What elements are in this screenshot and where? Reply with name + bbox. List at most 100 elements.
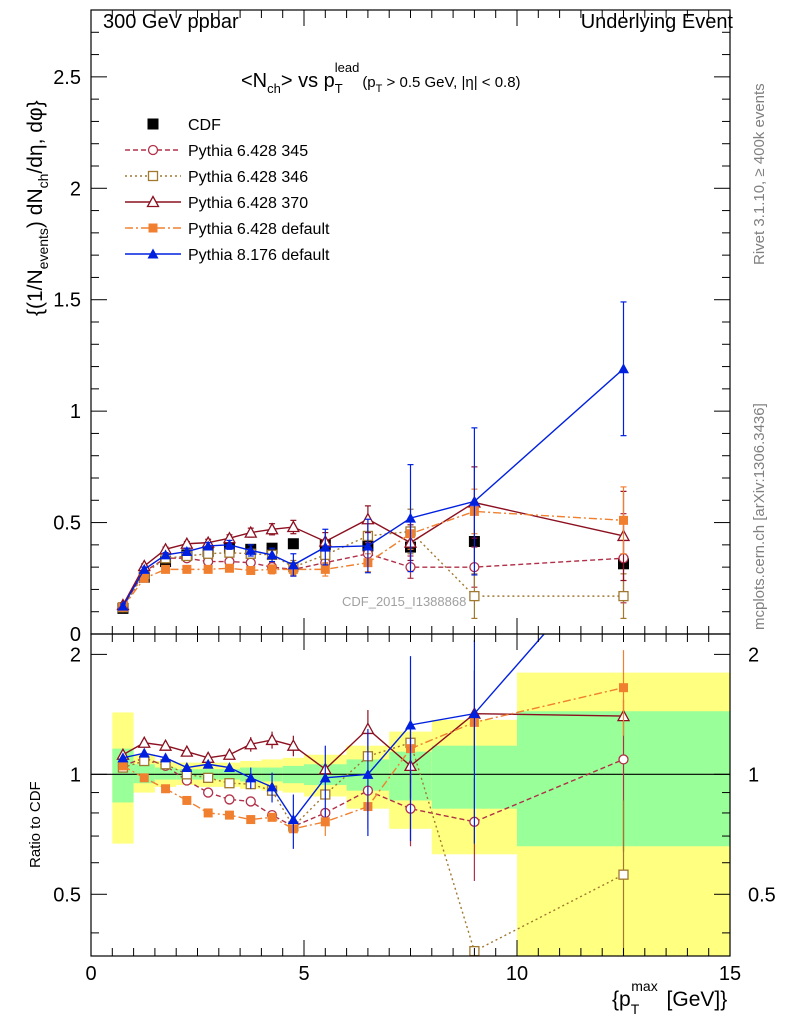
data-point bbox=[182, 564, 192, 574]
ratio-point bbox=[362, 768, 374, 779]
x-tick-label: 10 bbox=[506, 963, 528, 985]
legend-item-5: Pythia 8.176 default bbox=[125, 247, 330, 264]
data-point bbox=[469, 590, 480, 602]
series-line-1 bbox=[122, 553, 624, 608]
ratio-point bbox=[405, 719, 416, 730]
ratio-y-tick-label: 2 bbox=[70, 644, 81, 666]
data-point bbox=[203, 564, 213, 574]
data-point bbox=[618, 590, 629, 602]
legend-marker bbox=[147, 118, 159, 130]
ratio-point bbox=[139, 773, 149, 783]
legend-item-4: Pythia 6.428 default bbox=[125, 221, 330, 238]
header-right: Underlying Event bbox=[581, 11, 734, 33]
data-point bbox=[320, 564, 330, 574]
ratio-point bbox=[246, 815, 256, 825]
ratio-point bbox=[161, 784, 171, 794]
data-point bbox=[202, 540, 214, 551]
ratio-point bbox=[203, 808, 213, 818]
axis-ticks: 0 5 10 15 0 0.5 1 1.5 2 2.5 0.5 0.5 1 1 2 2 bbox=[53, 9, 776, 985]
ratio-point bbox=[319, 772, 331, 783]
ratio-point bbox=[244, 737, 258, 750]
data-point bbox=[619, 515, 628, 525]
legend-label: Pythia 8.176 default bbox=[188, 247, 330, 264]
ratio-point bbox=[267, 812, 277, 822]
data-point bbox=[468, 495, 480, 506]
legend-item-0: CDF bbox=[147, 117, 221, 134]
data-point bbox=[618, 363, 629, 374]
ratio-point bbox=[117, 752, 129, 763]
data-point bbox=[287, 559, 299, 570]
data-point bbox=[246, 565, 256, 575]
data-point bbox=[362, 540, 374, 551]
ratio-y-tick-label-right: 0.5 bbox=[748, 884, 776, 906]
ratio-point bbox=[245, 772, 257, 783]
data-point bbox=[161, 564, 171, 574]
data-point bbox=[117, 600, 129, 611]
ratio-y-tick-label: 1 bbox=[70, 764, 81, 786]
data-point bbox=[287, 538, 299, 550]
data-point bbox=[267, 564, 277, 574]
ratio-point bbox=[182, 795, 192, 805]
data-point bbox=[244, 525, 258, 538]
data-point bbox=[265, 522, 279, 535]
y-tick-label: 1 bbox=[70, 401, 81, 423]
y-tick-label: 2.5 bbox=[53, 67, 81, 89]
ratio-point bbox=[619, 683, 628, 693]
ratio-point bbox=[138, 747, 150, 758]
data-point bbox=[181, 546, 193, 557]
ratio-point bbox=[265, 733, 279, 746]
ratio-point bbox=[118, 761, 128, 771]
y-tick-label: 1.5 bbox=[53, 290, 81, 312]
mcplots-label: mcplots.cern.ch [arXiv:1306.3436] bbox=[751, 403, 768, 630]
ratio-point bbox=[202, 758, 214, 769]
header-left: 300 GeV ppbar bbox=[103, 11, 239, 33]
series-line-3 bbox=[122, 501, 624, 606]
ratio-point bbox=[224, 778, 235, 789]
ratio-point bbox=[139, 755, 150, 767]
legend-marker bbox=[148, 223, 158, 233]
ratio-panel-data bbox=[91, 634, 730, 956]
ratio-point bbox=[160, 752, 172, 763]
data-point bbox=[266, 549, 278, 560]
main-panel-data bbox=[116, 301, 631, 620]
ratio-series-4 bbox=[117, 634, 546, 849]
data-point bbox=[319, 541, 331, 552]
legend-label: Pythia 6.428 345 bbox=[188, 143, 308, 160]
y-tick-label: 2 bbox=[70, 178, 81, 200]
ratio-y-tick-label: 0.5 bbox=[53, 884, 81, 906]
series-line-5 bbox=[122, 368, 624, 607]
plot-title: <Nch> vs pTlead(pT > 0.5 GeV, |η| < 0.8) bbox=[241, 60, 521, 96]
data-point bbox=[286, 520, 300, 533]
x-tick-label: 5 bbox=[298, 963, 309, 985]
legend-item-3: Pythia 6.428 370 bbox=[125, 195, 308, 212]
rivet-label: Rivet 3.1.10, ≥ 400k events bbox=[751, 83, 768, 265]
legend-marker bbox=[147, 144, 159, 156]
ratio-point bbox=[468, 708, 480, 719]
series-3 bbox=[116, 466, 631, 611]
legend-label: CDF bbox=[188, 117, 221, 134]
data-point bbox=[160, 549, 172, 560]
watermark: CDF_2015_I1388868 bbox=[342, 594, 466, 609]
ratio-point bbox=[224, 810, 234, 820]
legend-marker bbox=[146, 195, 160, 208]
ratio-point bbox=[618, 869, 629, 880]
ratio-point bbox=[223, 762, 235, 773]
ratio-point bbox=[320, 817, 330, 827]
y-tick-label: 0.5 bbox=[53, 513, 81, 535]
x-tick-label: 15 bbox=[719, 963, 741, 985]
band-green-2 bbox=[154, 767, 177, 780]
ratio-point bbox=[222, 747, 237, 760]
ratio-point bbox=[618, 754, 629, 765]
ratio-point bbox=[287, 814, 299, 825]
legend-label: Pythia 6.428 346 bbox=[188, 169, 308, 186]
ratio-y-axis-label: Ratio to CDF bbox=[27, 781, 44, 868]
series-line-4 bbox=[122, 510, 624, 608]
ratio-point bbox=[180, 744, 194, 757]
data-point bbox=[138, 563, 150, 574]
legend-marker bbox=[147, 170, 159, 182]
ratio-line-1 bbox=[122, 741, 624, 953]
legend-item-2: Pythia 6.428 346 bbox=[125, 169, 308, 186]
ratio-point bbox=[137, 735, 151, 748]
data-point bbox=[202, 548, 214, 559]
